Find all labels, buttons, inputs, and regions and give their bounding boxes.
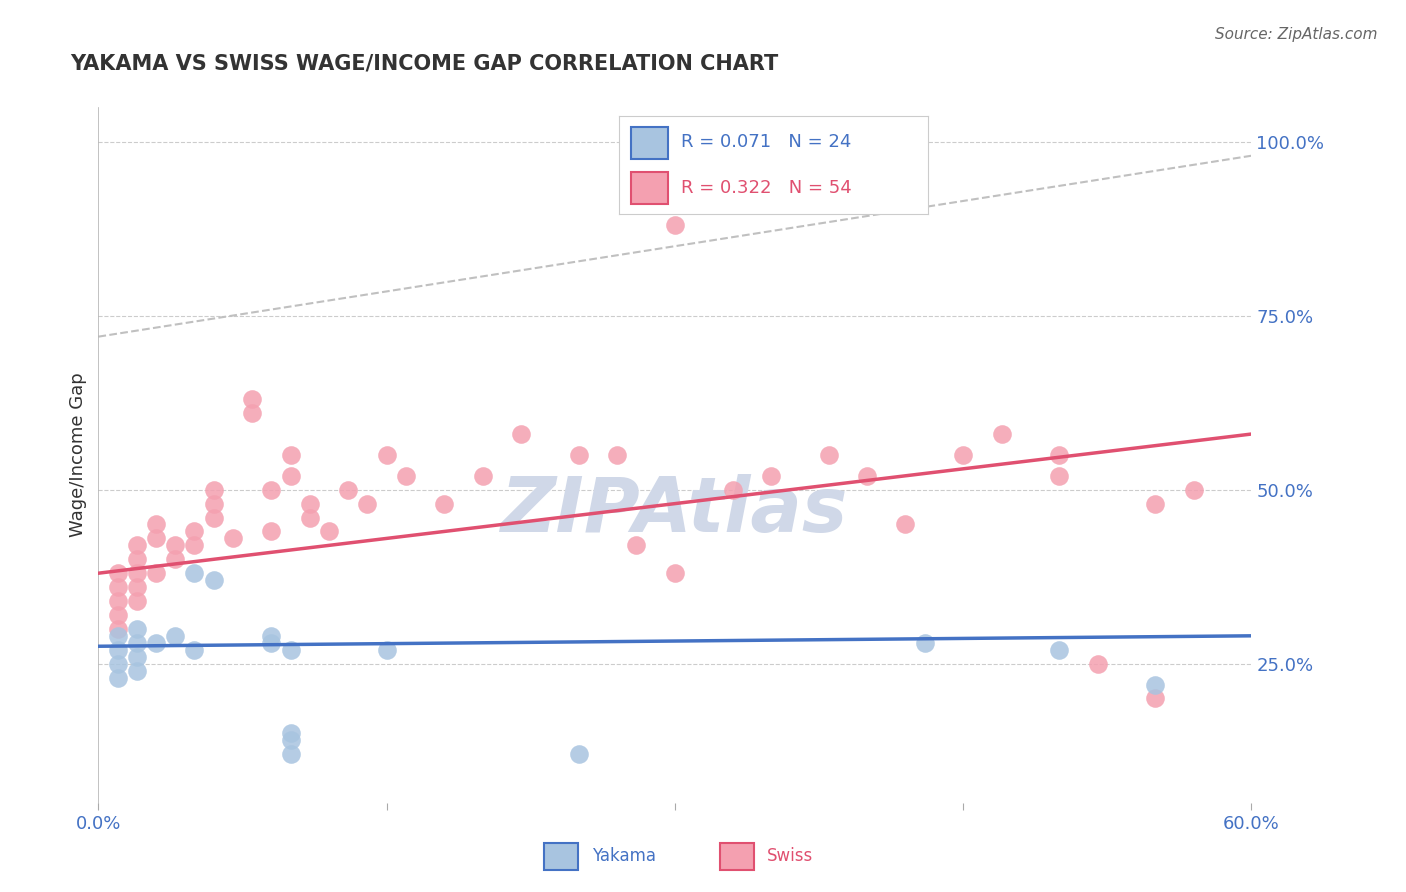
Point (1047, 448, 1070, 462)
Text: Source: ZipAtlas.com: Source: ZipAtlas.com (1215, 27, 1378, 42)
Point (165, 629, 187, 643)
Point (1047, 468, 1070, 483)
Point (471, 468, 494, 483)
Point (952, 448, 974, 462)
Point (125, 552, 148, 566)
Point (107, 657, 129, 671)
Point (280, 733, 302, 747)
Point (318, 524, 340, 539)
Point (914, 636, 936, 650)
Point (202, 483, 225, 497)
Point (107, 642, 129, 657)
Text: YAKAMA VS SWISS WAGE/INCOME GAP CORRELATION CHART: YAKAMA VS SWISS WAGE/INCOME GAP CORRELAT… (70, 54, 779, 73)
Point (510, 427, 533, 442)
Point (894, 517, 917, 532)
Point (817, 448, 839, 462)
Point (145, 517, 167, 532)
Point (183, 538, 205, 552)
Point (1144, 497, 1167, 511)
Point (375, 448, 398, 462)
Point (202, 497, 225, 511)
Y-axis label: Wage/Income Gap: Wage/Income Gap (69, 373, 87, 537)
Point (125, 636, 148, 650)
Point (664, 219, 686, 233)
Point (165, 552, 187, 566)
Point (107, 566, 129, 581)
Point (107, 580, 129, 594)
Point (240, 406, 263, 420)
Point (125, 580, 148, 594)
FancyBboxPatch shape (720, 843, 754, 870)
Point (125, 649, 148, 664)
Point (202, 510, 225, 524)
Point (125, 622, 148, 636)
Point (990, 427, 1012, 442)
Point (125, 538, 148, 552)
Point (356, 497, 378, 511)
Point (280, 726, 302, 740)
Point (606, 448, 628, 462)
Text: R = 0.071   N = 24: R = 0.071 N = 24 (681, 134, 851, 152)
Point (280, 448, 302, 462)
Point (107, 622, 129, 636)
Point (856, 468, 879, 483)
Point (165, 538, 187, 552)
Point (107, 594, 129, 608)
Text: ZIPAtlas: ZIPAtlas (501, 474, 849, 548)
Point (107, 629, 129, 643)
Point (280, 747, 302, 761)
Point (107, 671, 129, 685)
Point (395, 468, 418, 483)
Point (260, 524, 283, 539)
Point (568, 747, 591, 761)
Point (202, 573, 225, 587)
Point (145, 566, 167, 581)
FancyBboxPatch shape (631, 127, 668, 159)
Point (1087, 657, 1109, 671)
Point (183, 566, 205, 581)
Point (1047, 642, 1070, 657)
FancyBboxPatch shape (544, 843, 578, 870)
FancyBboxPatch shape (631, 172, 668, 204)
Point (145, 532, 167, 546)
Point (125, 664, 148, 678)
Point (260, 629, 283, 643)
Point (183, 524, 205, 539)
Point (337, 483, 360, 497)
Text: R = 0.322   N = 54: R = 0.322 N = 54 (681, 178, 851, 196)
Point (125, 594, 148, 608)
Point (1144, 691, 1167, 706)
Point (375, 642, 398, 657)
Point (260, 483, 283, 497)
Point (721, 483, 744, 497)
Point (145, 636, 167, 650)
Point (298, 497, 321, 511)
Point (107, 607, 129, 622)
Point (240, 392, 263, 407)
Point (183, 642, 205, 657)
Point (260, 636, 283, 650)
Text: Yakama: Yakama (592, 847, 655, 865)
Point (298, 510, 321, 524)
Point (433, 497, 456, 511)
Point (759, 468, 782, 483)
Point (626, 538, 648, 552)
Point (568, 448, 591, 462)
Text: Swiss: Swiss (768, 847, 813, 865)
Point (280, 642, 302, 657)
Point (664, 566, 686, 581)
Point (280, 468, 302, 483)
Point (1182, 483, 1205, 497)
Point (1144, 677, 1167, 691)
Point (125, 566, 148, 581)
Point (222, 532, 245, 546)
